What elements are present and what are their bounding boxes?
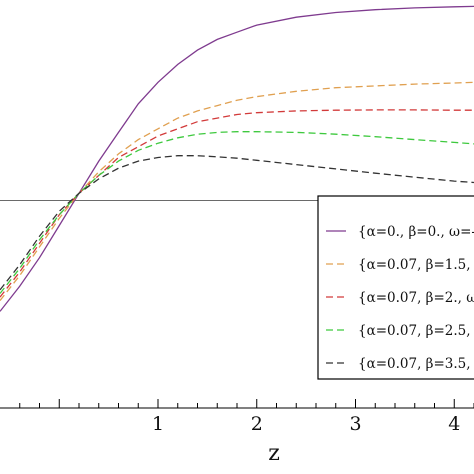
x-tick-label: 4 [448, 413, 460, 435]
legend-item-5: {α=0.07, β=3.5, ω=- [326, 356, 474, 372]
legend-item-3: {α=0.07, β=2., ω=-1 [326, 290, 474, 306]
x-tick-label: 2 [251, 413, 263, 435]
legend-label: {α=0., β=0., ω=-1.} [358, 224, 474, 240]
x-tick-label: 1 [152, 413, 164, 435]
x-ticks: 1 2 3 4 [19, 399, 474, 435]
legend-label: {α=0.07, β=2., ω=-1 [358, 290, 474, 306]
series-line-2 [0, 81, 474, 302]
legend: {α=0., β=0., ω=-1.} {α=0.07, β=1.5, ω=- {α… [317, 195, 474, 380]
series-group [0, 5, 474, 312]
plot-area: 1 2 3 4 [0, 5, 474, 435]
legend-label: {α=0.07, β=3.5, ω=- [358, 356, 474, 372]
x-axis-title: z [268, 441, 280, 466]
series-line-3 [0, 109, 474, 298]
legend-items: {α=0., β=0., ω=-1.} {α=0.07, β=1.5, ω=- {α… [326, 224, 474, 372]
x-tick-label: 3 [349, 413, 361, 435]
legend-label: {α=0.07, β=2.5, ω=- [358, 323, 474, 339]
series-line-5 [0, 155, 474, 291]
legend-label: {α=0.07, β=1.5, ω=- [358, 257, 474, 273]
legend-box [317, 195, 474, 380]
legend-item-2: {α=0.07, β=1.5, ω=- [326, 257, 474, 273]
series-line-4 [0, 131, 474, 294]
legend-item-1: {α=0., β=0., ω=-1.} [326, 224, 474, 240]
series-line-1 [0, 5, 474, 312]
legend-item-4: {α=0.07, β=2.5, ω=- [326, 323, 474, 339]
